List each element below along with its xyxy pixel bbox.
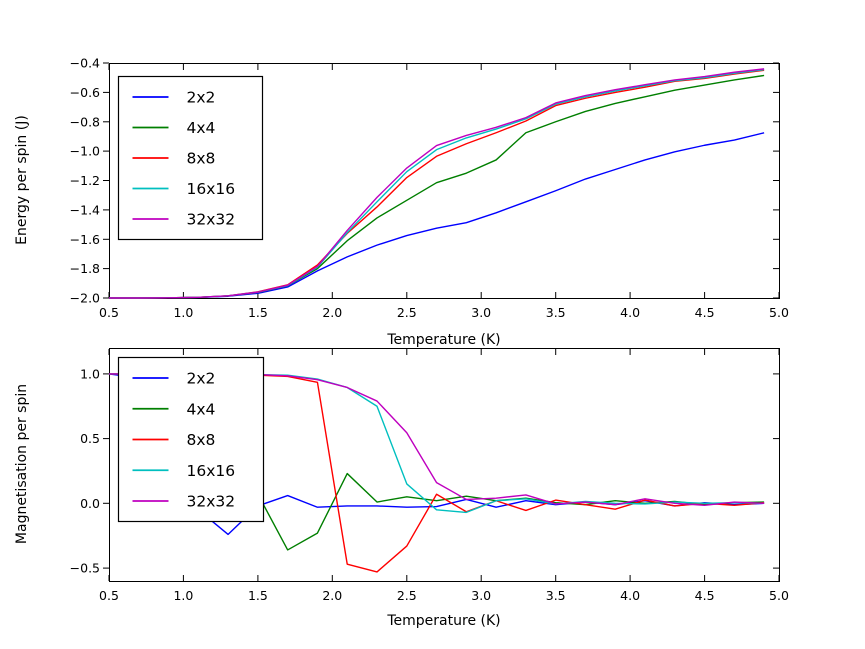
x-tick-label: 1.5 <box>248 305 268 320</box>
x-tick-label: 2.0 <box>322 305 342 320</box>
y-tick-label: 0.5 <box>80 431 100 446</box>
legend-entry-32x32: 32x32 <box>132 493 236 511</box>
x-tick-label: 4.5 <box>695 588 715 603</box>
x-tick-label: 1.5 <box>248 588 268 603</box>
x-tick-label: 2.5 <box>397 588 417 603</box>
x-tick-label: 3.0 <box>471 305 491 320</box>
x-tick-label: 4.0 <box>620 588 640 603</box>
xlabel-energy: Temperature (K) <box>386 332 500 348</box>
x-tick-label: 5.0 <box>769 588 789 603</box>
x-tick-label: 0.5 <box>99 588 119 603</box>
legend-magnetisation: 2x2 4x4 8x8 16x16 32x32 <box>117 356 265 523</box>
x-tick-label: 1.0 <box>173 588 193 603</box>
legend-entry-8x8: 8x8 <box>132 431 216 449</box>
legend-label: 32x32 <box>187 493 236 511</box>
x-tick-label: 2.5 <box>397 305 417 320</box>
x-tick-label: 5.0 <box>769 305 789 320</box>
ylabel-energy: Energy per spin (J) <box>14 115 30 245</box>
axes-energy: 0.5 1.0 1.5 2.0 2.5 3.0 3.5 4.0 4.5 5.0 −2.0 −1.8 −1… <box>70 56 789 321</box>
legend-entry-16x16: 16x16 <box>132 180 236 198</box>
legend-label: 2x2 <box>187 89 216 107</box>
legend-energy: 2x2 4x4 8x8 16x16 32x32 <box>117 75 264 241</box>
y-tick-label: −1.0 <box>70 144 100 159</box>
x-tick-label: 3.5 <box>546 588 566 603</box>
legend-label: 2x2 <box>187 370 216 388</box>
legend-label: 4x4 <box>187 400 216 418</box>
axes-container: 0.5 1.0 1.5 2.0 2.5 3.0 3.5 4.0 4.5 5.0 −2.0 −1.8 −1… <box>70 56 789 604</box>
y-tick-label: −1.6 <box>70 232 100 247</box>
ylabel-magnetisation: Magnetisation per spin <box>14 384 30 544</box>
y-tick-label: −0.5 <box>70 561 100 576</box>
y-tick-label: −2.0 <box>70 291 100 306</box>
xlabel-magnetisation: Temperature (K) <box>386 613 500 629</box>
legend-entry-4x4: 4x4 <box>132 400 216 418</box>
y-tick-label: −1.8 <box>70 261 100 276</box>
legend-label: 16x16 <box>187 462 236 480</box>
legend-entry-8x8: 8x8 <box>132 150 216 168</box>
series-line-32x32 <box>109 68 765 299</box>
legend-label: 4x4 <box>187 119 216 137</box>
legend-entry-2x2: 2x2 <box>132 370 216 388</box>
x-tick-label: 0.5 <box>99 305 119 320</box>
legend-label: 16x16 <box>187 180 236 198</box>
legend-label: 32x32 <box>187 211 236 229</box>
y-tick-label: −0.6 <box>70 85 100 100</box>
y-tick-label: −0.4 <box>70 56 100 71</box>
x-tick-label: 3.0 <box>471 588 491 603</box>
x-tick-label: 4.5 <box>695 305 715 320</box>
legend-entry-2x2: 2x2 <box>132 89 216 107</box>
legend-entry-32x32: 32x32 <box>132 211 236 229</box>
y-tick-label: −1.2 <box>70 173 100 188</box>
legend-label: 8x8 <box>187 431 216 449</box>
axes-magnetisation: 0.5 1.0 1.5 2.0 2.5 3.0 3.5 4.0 4.5 5.0 −0.5 0.0 0.5… <box>70 348 789 603</box>
y-tick-label: −0.8 <box>70 114 100 129</box>
x-tick-label: 2.0 <box>322 588 342 603</box>
x-tick-label: 1.0 <box>173 305 193 320</box>
x-tick-label: 4.0 <box>620 305 640 320</box>
y-tick-label: −1.4 <box>70 202 100 217</box>
legend-entry-4x4: 4x4 <box>132 119 216 137</box>
legend-entry-16x16: 16x16 <box>132 462 236 480</box>
legend-label: 8x8 <box>187 150 216 168</box>
x-tick-label: 3.5 <box>546 305 566 320</box>
y-tick-label: 0.0 <box>80 496 100 511</box>
y-tick-label: 1.0 <box>80 366 100 381</box>
